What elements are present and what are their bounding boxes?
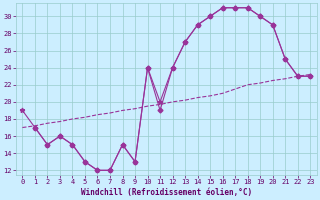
X-axis label: Windchill (Refroidissement éolien,°C): Windchill (Refroidissement éolien,°C) [81, 188, 252, 197]
